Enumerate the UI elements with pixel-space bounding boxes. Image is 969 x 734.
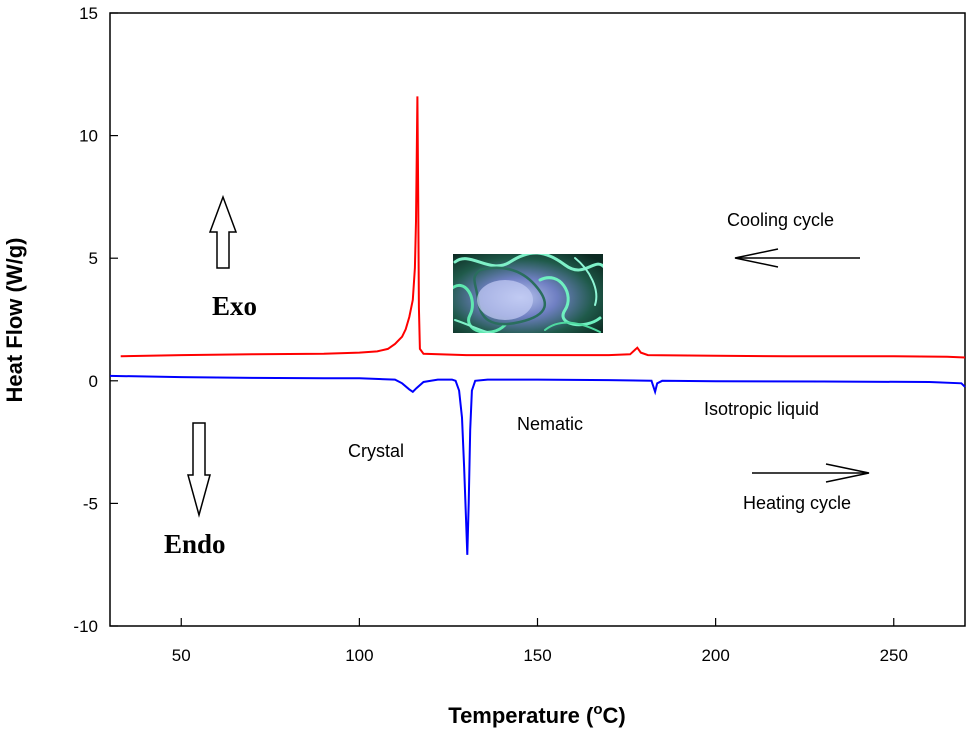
axis-ticks: 50 100 150 200 250 -10 -5 0 5 10 15 — [73, 4, 908, 665]
exo-arrow-icon — [208, 194, 238, 269]
y-tick-label: 5 — [89, 249, 98, 268]
nematic-label: Nematic — [517, 414, 583, 434]
x-tick-label: 250 — [880, 646, 908, 665]
exo-label: Exo — [212, 291, 257, 321]
x-tick-label: 150 — [523, 646, 551, 665]
y-tick-label: 0 — [89, 372, 98, 391]
crystal-label: Crystal — [348, 441, 404, 461]
heating-cycle-label: Heating cycle — [743, 493, 851, 513]
y-tick-label: -5 — [83, 494, 98, 513]
micrograph-inset — [453, 254, 603, 333]
y-tick-label: 15 — [79, 4, 98, 23]
series-0-line — [120, 96, 966, 359]
y-tick-label: -10 — [73, 617, 98, 636]
cooling-arrow-icon — [734, 248, 860, 268]
cooling-cycle-label: Cooling cycle — [727, 210, 834, 230]
heating-arrow-icon — [752, 463, 870, 483]
endo-label: Endo — [164, 529, 226, 559]
endo-arrow-icon — [187, 422, 211, 518]
x-tick-label: 50 — [172, 646, 191, 665]
series-1-line — [109, 374, 966, 555]
x-axis-title: Temperature (oC) — [448, 701, 625, 728]
isotropic-liquid-label: Isotropic liquid — [704, 399, 819, 419]
y-axis-title: Heat Flow (W/g) — [2, 238, 27, 403]
x-tick-label: 200 — [701, 646, 729, 665]
y-tick-label: 10 — [79, 127, 98, 146]
x-tick-label: 100 — [345, 646, 373, 665]
